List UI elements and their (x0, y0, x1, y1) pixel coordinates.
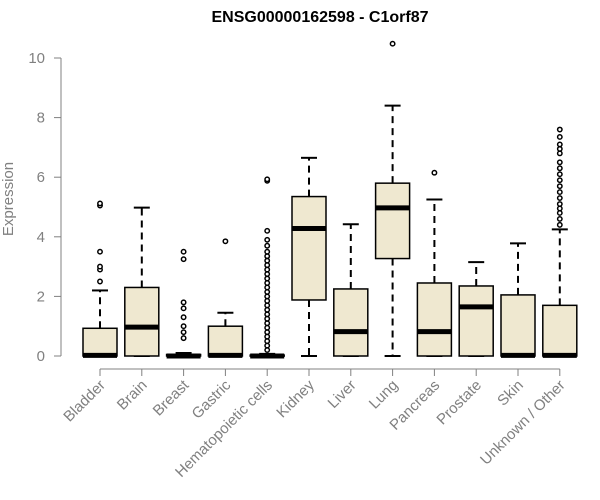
y-tick-label: 8 (37, 110, 45, 127)
box-iqr (207, 325, 244, 357)
box-iqr (416, 282, 453, 357)
boxes (82, 40, 578, 359)
x-tick-label: Bladder (60, 377, 109, 426)
outlier-point (556, 195, 563, 202)
outlier-point (389, 40, 396, 47)
box-group (542, 126, 578, 358)
outlier-point (264, 242, 271, 249)
outlier-point (180, 256, 187, 263)
outlier-point (264, 227, 271, 234)
box-group (500, 242, 536, 358)
y-tick-label: 10 (28, 50, 45, 67)
box-iqr (374, 182, 411, 260)
y-tick-label: 6 (37, 169, 45, 186)
outlier-point (556, 171, 563, 178)
outlier-point (556, 159, 563, 166)
box-group (249, 176, 285, 359)
box-group (207, 238, 244, 358)
x-tick-label: Lung (366, 377, 402, 413)
outlier-point (180, 314, 187, 321)
outlier-point (97, 263, 103, 270)
outlier-point (264, 248, 271, 255)
box-group (374, 40, 411, 357)
outlier-point (556, 221, 563, 228)
box-group (458, 261, 494, 357)
box-iqr (333, 288, 369, 357)
y-tick-label: 2 (37, 288, 45, 305)
outlier-point (180, 305, 187, 312)
box-group (291, 156, 327, 357)
box-iqr (500, 294, 536, 357)
x-tick-label: Skin (494, 377, 527, 410)
outlier-point (97, 200, 103, 207)
box-group (82, 200, 118, 358)
y-axis-label: Expression (0, 162, 17, 236)
outlier-point (431, 169, 438, 176)
outlier-point (556, 126, 563, 133)
outlier-point (264, 176, 271, 183)
outlier-point (556, 183, 563, 190)
outlier-point (556, 141, 563, 148)
outlier-point (180, 329, 187, 336)
outlier-point (222, 238, 229, 245)
outlier-point (264, 236, 271, 243)
outlier-point (180, 323, 187, 330)
outlier-point (180, 248, 187, 255)
outlier-point (180, 299, 187, 306)
box-iqr (82, 327, 118, 357)
box-iqr (291, 195, 327, 301)
x-tick-label: Liver (325, 377, 360, 412)
outlier-point (180, 335, 187, 342)
outlier-point (556, 201, 563, 207)
outlier-point (556, 189, 563, 196)
chart-title: ENSG00000162598 - C1orf87 (211, 9, 428, 26)
x-tick-label: Brain (114, 377, 151, 414)
outlier-point (556, 134, 563, 140)
outlier-point (556, 165, 563, 172)
box-group (416, 169, 453, 357)
box-iqr (542, 304, 578, 357)
box-group (333, 223, 369, 357)
y-tick-label: 4 (37, 229, 45, 246)
outlier-point (556, 215, 563, 222)
box-iqr (124, 286, 160, 357)
x-tick-label: Prostate (433, 377, 485, 429)
x-tick-label: Breast (150, 376, 193, 419)
x-tick-label: Kidney (273, 376, 318, 421)
y-tick-label: 0 (37, 348, 45, 365)
box-group (124, 206, 160, 357)
outlier-point (97, 278, 103, 285)
outlier-point (97, 248, 103, 255)
box-group (165, 248, 202, 359)
box-iqr (458, 285, 494, 357)
outlier-point (556, 177, 563, 184)
